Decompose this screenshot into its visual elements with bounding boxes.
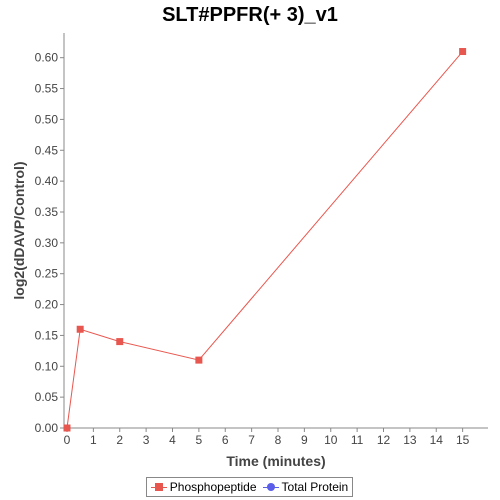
y-tick-label: 0.20 <box>35 298 59 312</box>
x-tick-label: 15 <box>456 433 470 447</box>
x-tick-label: 2 <box>116 433 123 447</box>
x-tick-label: 10 <box>324 433 338 447</box>
legend-label-total-protein: Total Protein <box>281 480 349 494</box>
x-tick-label: 14 <box>430 433 444 447</box>
x-tick-label: 7 <box>248 433 255 447</box>
y-tick-label: 0.45 <box>35 143 59 157</box>
data-point <box>76 325 84 333</box>
legend-swatch-circle-icon <box>262 482 279 492</box>
x-tick-label: 1 <box>90 433 97 447</box>
x-axis-ticks: 0 1 2 3 4 5 6 7 8 9 10 11 12 13 14 15 <box>64 428 470 447</box>
legend-item-phosphopeptide: Phosphopeptide <box>150 480 257 494</box>
x-tick-label: 5 <box>196 433 203 447</box>
y-tick-label: 0.10 <box>35 359 59 373</box>
y-tick-label: 0.30 <box>35 236 59 250</box>
legend-label-phosphopeptide: Phosphopeptide <box>169 480 257 494</box>
y-tick-label: 0.15 <box>35 328 59 342</box>
y-tick-label: 0.55 <box>35 82 59 96</box>
legend: Phosphopeptide Total Protein <box>146 477 353 497</box>
legend-swatch-square-icon <box>150 482 167 492</box>
y-tick-label: 0.05 <box>35 390 59 404</box>
y-tick-label: 0.00 <box>35 421 59 435</box>
chart-title: SLT#PPFR(+ 3)_v1 <box>162 4 338 26</box>
y-tick-label: 0.60 <box>35 51 59 65</box>
y-tick-label: 0.25 <box>35 267 59 281</box>
x-tick-label: 12 <box>377 433 391 447</box>
y-axis-label: log2(dDAVP/Control) <box>11 161 27 299</box>
data-point <box>116 338 124 346</box>
x-tick-label: 9 <box>301 433 308 447</box>
data-point <box>63 424 71 432</box>
x-tick-label: 0 <box>64 433 71 447</box>
x-tick-label: 13 <box>403 433 417 447</box>
x-axis-label: Time (minutes) <box>226 453 325 469</box>
series-layer <box>63 48 467 432</box>
data-point <box>459 48 467 56</box>
data-point <box>195 356 203 364</box>
y-tick-label: 0.35 <box>35 205 59 219</box>
x-tick-label: 11 <box>351 433 364 447</box>
y-tick-label: 0.40 <box>35 174 59 188</box>
x-tick-label: 3 <box>143 433 150 447</box>
legend-item-total-protein: Total Protein <box>262 480 349 494</box>
y-axis-ticks: 0.00 0.05 0.10 0.15 0.20 0.25 0.30 0.35 0.40 0.45… <box>35 51 64 435</box>
y-tick-label: 0.50 <box>35 112 59 126</box>
x-tick-label: 8 <box>275 433 282 447</box>
x-tick-label: 4 <box>169 433 176 447</box>
series-line-0 <box>66 51 464 429</box>
x-tick-label: 6 <box>222 433 229 447</box>
